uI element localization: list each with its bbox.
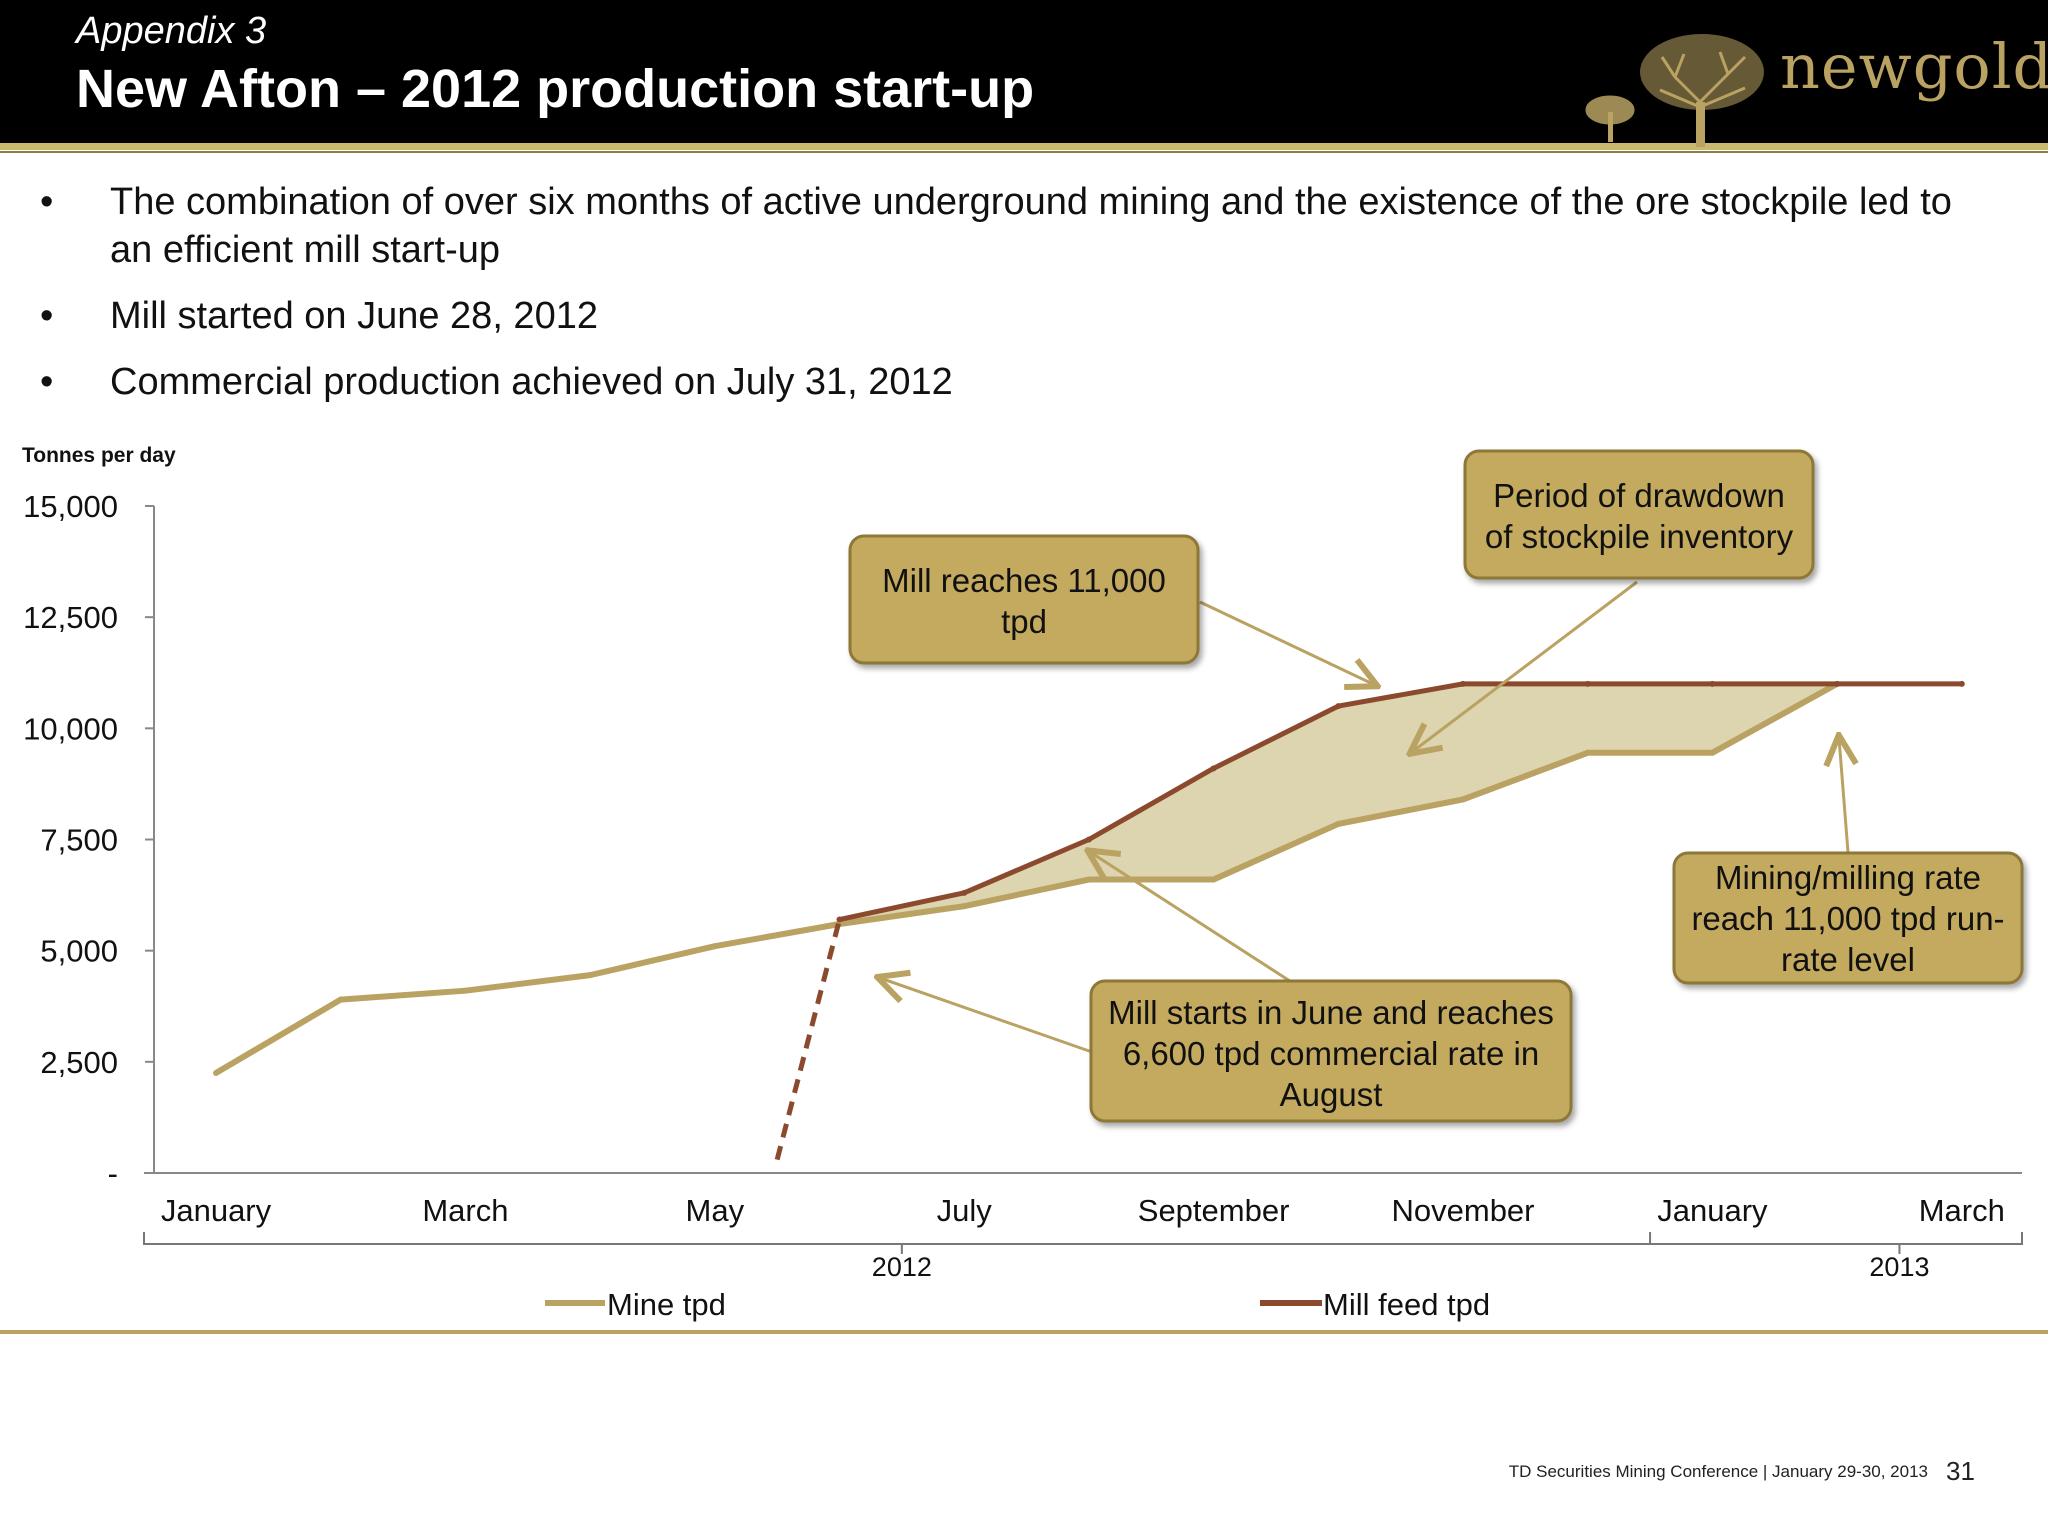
bullet-text: Commercial production achieved on July 3… (110, 361, 953, 403)
bullet-item: • Commercial production achieved on July … (40, 361, 953, 403)
annotation-text: Mining/milling rate reach 11,000 tpd run-… (1691, 859, 2004, 978)
chart-legend: Mine tpd Mill feed tpd (545, 1287, 1490, 1322)
bullet-text: The combination of over six months of ac… (110, 181, 1952, 271)
series-line-mill (838, 681, 1962, 922)
annotation-text: Mill starts in June and reaches 6,600 tpd… (1108, 994, 1554, 1113)
data-point-mill (1584, 680, 1591, 687)
data-point-mine (587, 972, 594, 979)
x-tick-label: March (1919, 1193, 2005, 1228)
series-line-mine (214, 681, 1839, 1076)
x-tick-label: January (1657, 1193, 1768, 1228)
annotation-mill-starts: Mill starts in June and reaches 6,600 tpd… (1089, 979, 1573, 1123)
header-gold-rule (0, 143, 2048, 150)
data-point-mine (1335, 820, 1342, 827)
data-point-mill (836, 916, 843, 923)
arrow-mill-starts-1 (1090, 852, 1294, 985)
annotation-drawdown: Period of drawdown of stockpile inventory (1463, 449, 1815, 580)
annotation-box (1463, 449, 1815, 580)
arrow-mill-starts-2 (880, 978, 1093, 1054)
data-point-mill (1085, 836, 1092, 843)
bullet-item: • Mill started on June 28, 2012 (40, 295, 598, 337)
data-point-mill (1335, 703, 1342, 710)
data-point-mill (1210, 765, 1217, 772)
header-dark-rule (0, 151, 2048, 153)
arrow-drawdown (1412, 580, 1638, 752)
annotation-box (1089, 979, 1573, 1123)
conference-footer: TD Securities Mining Conference | Januar… (1508, 1462, 1928, 1481)
data-point-mine (1460, 796, 1466, 803)
x-tick-label: May (686, 1193, 745, 1228)
arrow-run-rate (1839, 738, 1848, 853)
newgold-tree-logo (1585, 34, 1764, 147)
year-label: 2013 (1869, 1252, 1929, 1282)
bullet-list: • The combination of over six months of a… (40, 178, 2000, 424)
page-number: 31 (1946, 1456, 1975, 1486)
data-point-mine (213, 1069, 219, 1076)
production-chart: Tonnes per day - 2,500 5,000 7,500 10,000 12,… (22, 444, 2024, 1322)
appendix-label: Appendix 3 (76, 10, 267, 52)
data-point-mine (1584, 749, 1591, 756)
data-point-mine (961, 903, 968, 910)
year-label: 2012 (872, 1252, 932, 1282)
data-point-mine (1709, 749, 1716, 756)
data-point-mine (711, 943, 718, 950)
x-tick-label: September (1138, 1193, 1290, 1228)
annotation-text: Mill reaches 11,000 tpd (882, 562, 1166, 640)
annotation-mill-reaches: Mill reaches 11,000 tpd (848, 534, 1200, 665)
x-tick-label: March (422, 1193, 508, 1228)
y-axis-label: Tonnes per day (22, 444, 176, 467)
data-point-mill (1709, 680, 1716, 687)
y-tick-label: 5,000 (40, 934, 118, 969)
annotation-box (848, 534, 1200, 665)
data-point-mill (1958, 680, 1965, 687)
annotation-run-rate: Mining/milling rate reach 11,000 tpd run-… (1672, 851, 2024, 985)
footer-rule (0, 1330, 2048, 1334)
x-tick-label: January (161, 1193, 272, 1228)
legend-label-mill: Mill feed tpd (1323, 1287, 1490, 1322)
series-line-mill-startup (774, 918, 842, 1161)
x-tick-label: July (937, 1193, 993, 1228)
y-tick-label: 15,000 (23, 489, 118, 524)
data-point-mine (1210, 876, 1217, 883)
arrow-mill-reaches (1199, 600, 1375, 685)
annotation-box (1672, 851, 2024, 985)
data-point-mill (1834, 680, 1841, 687)
bullet-text: Mill started on June 28, 2012 (110, 295, 598, 337)
y-tick-label: 7,500 (40, 823, 118, 858)
annotation-arrows (880, 580, 1848, 1054)
x-tick-label: November (1392, 1193, 1535, 1228)
data-point-mine (337, 996, 344, 1003)
data-point-mill (1460, 680, 1466, 687)
y-tick-label: - (108, 1156, 118, 1191)
y-tick-label: 2,500 (40, 1045, 118, 1080)
slide-title: New Afton – 2012 production start-up (76, 59, 1035, 119)
data-point-mill (961, 889, 968, 896)
bullet-item: • The combination of over six months of a… (40, 181, 1952, 271)
year-bracket (143, 1232, 2023, 1245)
y-tick-label: 12,500 (23, 600, 118, 635)
data-point-mine (462, 987, 469, 994)
newgold-wordmark: newgold (1780, 30, 2048, 103)
annotation-text: Period of drawdown of stockpile inventory (1485, 477, 1794, 555)
y-tick-label: 10,000 (23, 711, 118, 746)
data-point-mine (1085, 876, 1092, 883)
legend-label-mine: Mine tpd (607, 1287, 726, 1322)
